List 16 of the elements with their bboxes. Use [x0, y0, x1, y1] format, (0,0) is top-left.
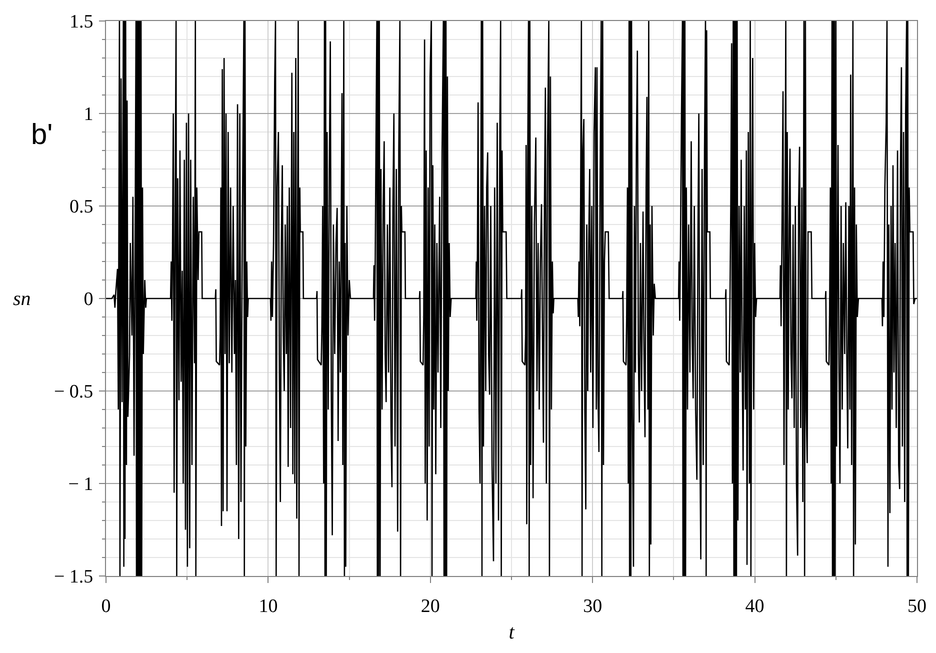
x-tick-label: 0 [101, 596, 111, 617]
y-tick-label: − 1.5 [54, 566, 94, 588]
x-tick-label: 40 [745, 596, 764, 617]
x-tick-label: 50 [908, 596, 926, 617]
y-axis-title: sn [13, 288, 31, 310]
x-tick-label: 20 [420, 596, 440, 617]
text: b' [31, 119, 53, 151]
y-tick-label: − 0.5 [54, 382, 94, 403]
y-tick-label: − 1 [68, 474, 94, 496]
x-tick-label: 10 [258, 596, 278, 617]
x-tick-label: 30 [583, 596, 602, 617]
y-tick-label: 1.5 [69, 12, 94, 33]
x-axis-title: t [508, 621, 515, 644]
y-tick-label: 1 [84, 104, 94, 126]
y-tick-label: 0 [84, 289, 94, 310]
y-tick-label: 0.5 [69, 196, 94, 218]
